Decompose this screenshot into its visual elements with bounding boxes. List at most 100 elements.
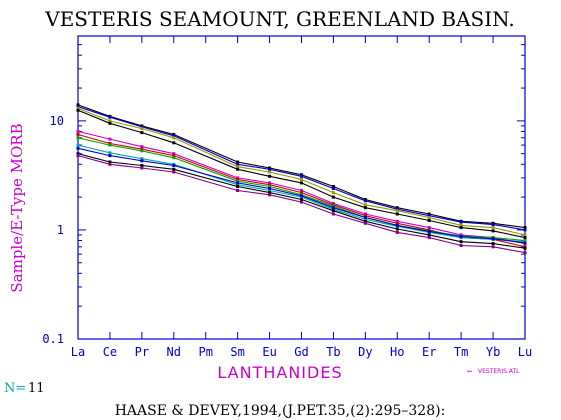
- data-point: [491, 237, 495, 241]
- data-point: [108, 121, 112, 125]
- data-point: [172, 136, 176, 140]
- axis-labels: 0.1 1 10 La Ce Pr Nd Pm Sm Eu Gd Tb Dy Ho Er Tm Yb Lu: [42, 114, 532, 359]
- data-point: [108, 154, 112, 158]
- data-point: [268, 170, 272, 174]
- data-point: [236, 179, 240, 183]
- data-point: [363, 216, 367, 219]
- data-point: [363, 212, 367, 216]
- data-point: [236, 176, 240, 180]
- data-point: [331, 206, 335, 210]
- data-point: [331, 209, 335, 213]
- data-point: [300, 198, 303, 201]
- data-point: [491, 245, 495, 249]
- plot-border: [77, 35, 526, 340]
- citation: HAASE & DEVEY,1994,(J.PET.35,(2):295–328…: [115, 403, 446, 419]
- data-point: [459, 240, 463, 244]
- data-point: [236, 178, 240, 181]
- data-point: [108, 160, 112, 164]
- data-point: [172, 134, 176, 138]
- x-tick-label: Tm: [454, 345, 468, 359]
- data-point: [268, 174, 272, 178]
- data-point: [140, 159, 144, 163]
- data-point: [236, 189, 240, 192]
- data-point: [363, 217, 367, 221]
- data-point: [108, 142, 112, 145]
- data-point: [268, 189, 272, 192]
- sample-count-label: N=: [4, 381, 26, 396]
- data-point: [172, 156, 176, 160]
- data-point: [395, 227, 399, 231]
- data-point: [172, 141, 176, 145]
- data-point: [268, 187, 272, 190]
- data-point: [491, 242, 495, 246]
- data-point: [427, 226, 431, 230]
- data-point: [363, 203, 367, 207]
- data-point: [108, 151, 112, 155]
- data-point: [523, 241, 527, 245]
- chart-title: VESTERIS SEAMOUNT, GREENLAND BASIN.: [44, 7, 514, 31]
- data-point: [140, 157, 144, 161]
- plot-frame: [77, 35, 526, 340]
- data-point: [236, 185, 240, 188]
- series-line: [77, 153, 526, 249]
- series-3: [76, 106, 527, 237]
- data-point: [236, 181, 240, 185]
- data-point: [236, 162, 240, 166]
- data-point: [300, 181, 303, 185]
- data-point: [459, 226, 463, 230]
- y-tick-label: 0.1: [42, 332, 64, 346]
- data-point: [363, 219, 367, 223]
- data-point: [236, 160, 240, 164]
- series-line: [77, 147, 526, 244]
- data-point: [523, 233, 527, 237]
- x-tick-label: Nd: [167, 345, 181, 359]
- data-point: [395, 230, 399, 234]
- legend: ↔ VESTERIS.ATL: [467, 368, 520, 375]
- data-point: [108, 137, 112, 141]
- series-9: [76, 146, 527, 245]
- series-11: [76, 154, 527, 255]
- data-point: [331, 191, 335, 195]
- data-point: [140, 166, 144, 170]
- legend-label: VESTERIS.ATL: [478, 368, 520, 375]
- data-point: [140, 149, 144, 153]
- series-2: [76, 105, 527, 232]
- data-point: [76, 143, 80, 147]
- data-point: [172, 164, 176, 167]
- data-point: [395, 212, 399, 216]
- data-point: [140, 127, 144, 131]
- series-line: [77, 130, 526, 245]
- data-point: [300, 191, 303, 195]
- series-5: [76, 129, 527, 246]
- data-point: [523, 251, 527, 255]
- data-point: [523, 228, 527, 232]
- data-point: [76, 154, 80, 158]
- x-tick-label: Ce: [103, 345, 117, 359]
- data-point: [76, 129, 80, 133]
- data-point: [140, 131, 144, 135]
- legend-marker-icon: ↔: [467, 368, 472, 375]
- series-line: [77, 155, 526, 254]
- x-tick-label: Gd: [294, 345, 308, 359]
- data-point: [331, 187, 335, 190]
- data-point: [236, 167, 240, 171]
- data-point: [427, 214, 431, 218]
- x-axis-label: LANTHANIDES: [217, 363, 342, 382]
- data-point: [363, 199, 367, 203]
- data-point: [427, 212, 431, 216]
- x-tick-label: La: [71, 345, 85, 359]
- x-tick-label: Lu: [518, 345, 532, 359]
- data-point: [108, 162, 112, 166]
- series-line: [77, 109, 526, 239]
- data-point: [459, 244, 463, 247]
- data-point: [236, 183, 240, 187]
- data-point: [363, 214, 367, 218]
- data-point: [427, 233, 431, 237]
- data-point: [76, 106, 80, 110]
- data-point: [108, 115, 112, 119]
- x-tick-label: Pm: [198, 345, 212, 359]
- data-point: [363, 221, 367, 225]
- data-point: [427, 219, 431, 222]
- data-point: [140, 125, 144, 129]
- data-point: [268, 183, 272, 187]
